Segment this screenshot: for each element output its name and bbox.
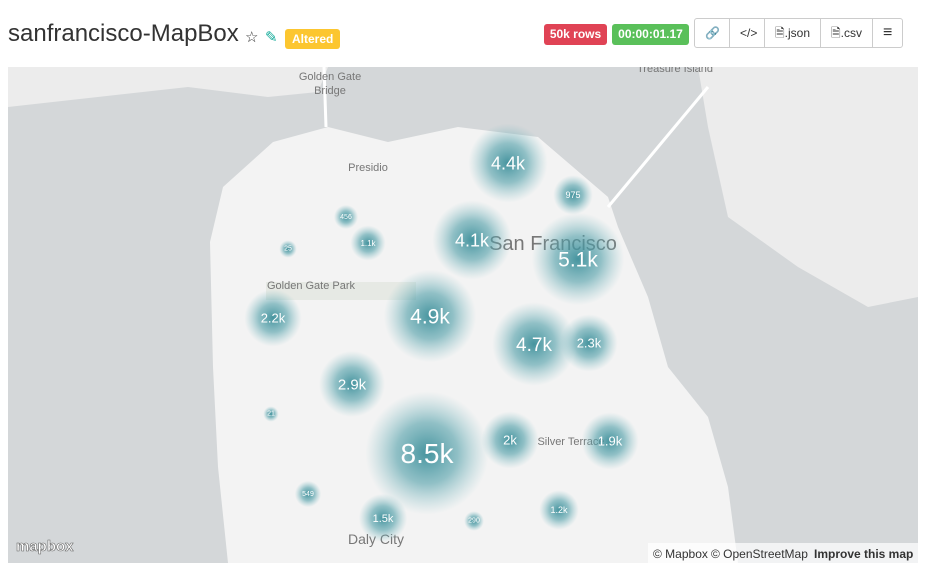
cluster bbox=[553, 175, 593, 215]
cluster-label: 8.5k bbox=[401, 438, 455, 469]
cluster-label: 4.1k bbox=[455, 230, 490, 250]
button-group: 🔗 </> 🗎.json 🗎.csv ≡ bbox=[694, 18, 904, 48]
cluster-label: 1.9k bbox=[598, 434, 623, 449]
attribution: © Mapbox bbox=[653, 547, 708, 561]
land bbox=[8, 67, 328, 107]
cluster bbox=[432, 200, 512, 280]
cluster bbox=[263, 406, 279, 422]
cluster-label: 4.7k bbox=[516, 335, 552, 356]
road bbox=[322, 67, 328, 128]
menu-button[interactable]: ≡ bbox=[872, 19, 902, 47]
row-count: 50k rows bbox=[544, 24, 607, 45]
cluster bbox=[581, 412, 639, 470]
cluster bbox=[539, 490, 579, 530]
edit-icon[interactable]: ✎ bbox=[265, 29, 278, 46]
link-button[interactable]: 🔗 bbox=[705, 26, 720, 40]
cluster-label: 1.2k bbox=[550, 505, 568, 515]
cluster-label: 1.1k bbox=[360, 239, 376, 248]
cluster bbox=[464, 511, 484, 531]
park bbox=[266, 282, 416, 300]
cluster bbox=[319, 351, 385, 417]
cluster bbox=[279, 240, 297, 258]
place-label: Bridge bbox=[314, 85, 346, 97]
improve-link: Improve this map bbox=[814, 547, 913, 561]
cluster bbox=[365, 391, 489, 515]
place-label: Presidio bbox=[348, 162, 388, 174]
cluster-label: 25 bbox=[284, 245, 292, 252]
mapbox-logo: mapbox bbox=[16, 538, 74, 555]
json-button[interactable]: 🗎.json bbox=[764, 19, 820, 47]
place-label: Treasure Island bbox=[637, 67, 713, 75]
cluster bbox=[294, 480, 322, 508]
attribution: © OpenStreetMap bbox=[711, 547, 808, 561]
cluster-label: 975 bbox=[565, 190, 580, 200]
cluster-label: 2.3k bbox=[577, 336, 602, 351]
cluster-label: 4.4k bbox=[491, 153, 526, 173]
cluster-label: 21 bbox=[267, 410, 275, 417]
chart-title: sanfrancisco-MapBox bbox=[8, 20, 239, 47]
cluster bbox=[333, 204, 359, 230]
cluster bbox=[358, 493, 408, 543]
cluster-label: 549 bbox=[302, 491, 314, 498]
cluster-label: 2.9k bbox=[338, 376, 367, 393]
cluster bbox=[481, 411, 539, 469]
cluster bbox=[531, 212, 625, 306]
attribution-bg bbox=[648, 543, 918, 563]
csv-button[interactable]: 🗎.csv bbox=[820, 19, 872, 47]
star-icon[interactable]: ☆ bbox=[245, 29, 259, 46]
timer: 00:00:01.17 bbox=[612, 24, 689, 45]
place-label: Golden Gate bbox=[299, 71, 361, 83]
cluster bbox=[383, 269, 477, 363]
road bbox=[606, 86, 710, 208]
cluster-label: 5.1k bbox=[558, 249, 598, 272]
place-label: Golden Gate Park bbox=[267, 280, 356, 292]
altered-badge: Altered bbox=[285, 29, 341, 49]
cluster-label: 290 bbox=[468, 518, 480, 525]
cluster bbox=[244, 289, 302, 347]
cluster-label: 4.9k bbox=[410, 306, 450, 329]
csv-label: .csv bbox=[840, 26, 863, 40]
cluster-label: 2k bbox=[503, 433, 517, 448]
embed-button[interactable]: </> bbox=[729, 19, 764, 47]
cluster-label: 1.5k bbox=[373, 513, 394, 525]
cluster bbox=[468, 123, 548, 203]
cluster bbox=[560, 314, 618, 372]
cluster bbox=[350, 225, 386, 261]
cluster-label: 2.2k bbox=[261, 311, 286, 326]
cluster bbox=[492, 302, 576, 386]
map: Golden Gate Bridge Treasure Island Presidio… bbox=[8, 67, 918, 563]
cluster-label: 456 bbox=[340, 214, 352, 221]
land bbox=[698, 67, 918, 307]
json-label: .json bbox=[784, 26, 811, 40]
